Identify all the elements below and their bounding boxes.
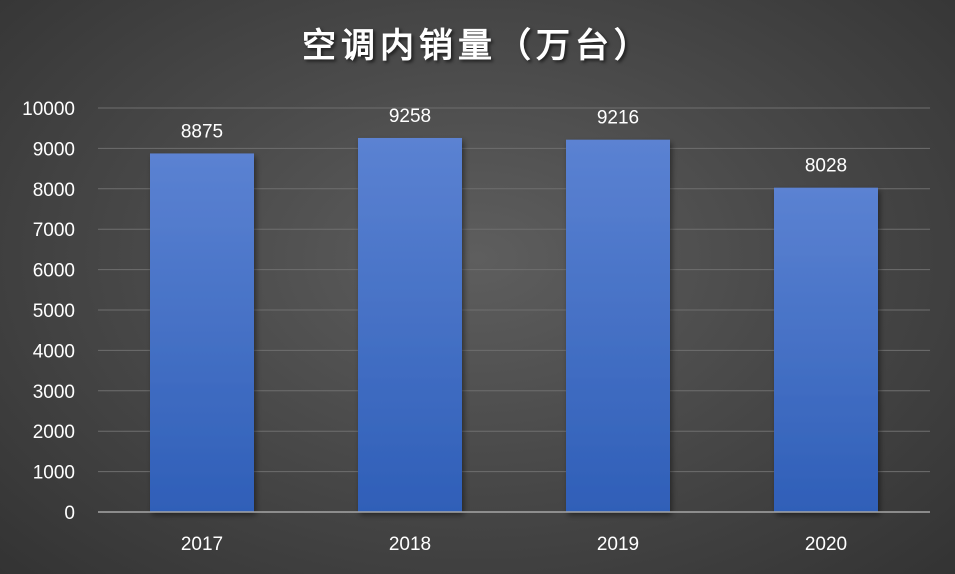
y-tick-label: 3000 bbox=[33, 382, 75, 403]
x-tick-label: 2018 bbox=[389, 534, 431, 555]
x-tick-label: 2019 bbox=[597, 534, 639, 555]
chart-title: 空调内销量（万台） bbox=[302, 26, 653, 66]
y-tick-label: 2000 bbox=[33, 422, 75, 443]
x-axis-ticks: 2017 2018 2019 2020 bbox=[181, 534, 847, 555]
bar-2019 bbox=[566, 139, 670, 513]
y-tick-label: 4000 bbox=[33, 341, 75, 362]
bar-2018 bbox=[358, 137, 462, 512]
y-tick-label: 5000 bbox=[33, 301, 75, 322]
bar-2020 bbox=[774, 187, 878, 512]
y-tick-label: 10000 bbox=[22, 99, 75, 120]
bar-2017 bbox=[150, 153, 254, 512]
y-tick-label: 7000 bbox=[33, 220, 75, 241]
y-tick-label: 8000 bbox=[33, 180, 75, 201]
data-label-2017: 8875 bbox=[181, 121, 223, 142]
y-tick-label: 6000 bbox=[33, 261, 75, 282]
y-axis-ticks: 0 1000 2000 3000 4000 5000 6000 7000 8000 9000 100… bbox=[22, 99, 75, 524]
data-label-2018: 9258 bbox=[389, 106, 431, 127]
bars bbox=[150, 137, 878, 513]
data-labels: 8875 9258 9216 8028 bbox=[181, 106, 847, 177]
x-tick-label: 2020 bbox=[805, 534, 847, 555]
y-tick-label: 9000 bbox=[33, 139, 75, 160]
data-label-2019: 9216 bbox=[597, 108, 639, 129]
y-tick-label: 1000 bbox=[33, 463, 75, 484]
y-tick-label: 0 bbox=[64, 503, 75, 524]
x-tick-label: 2017 bbox=[181, 534, 223, 555]
data-label-2020: 8028 bbox=[805, 156, 847, 177]
